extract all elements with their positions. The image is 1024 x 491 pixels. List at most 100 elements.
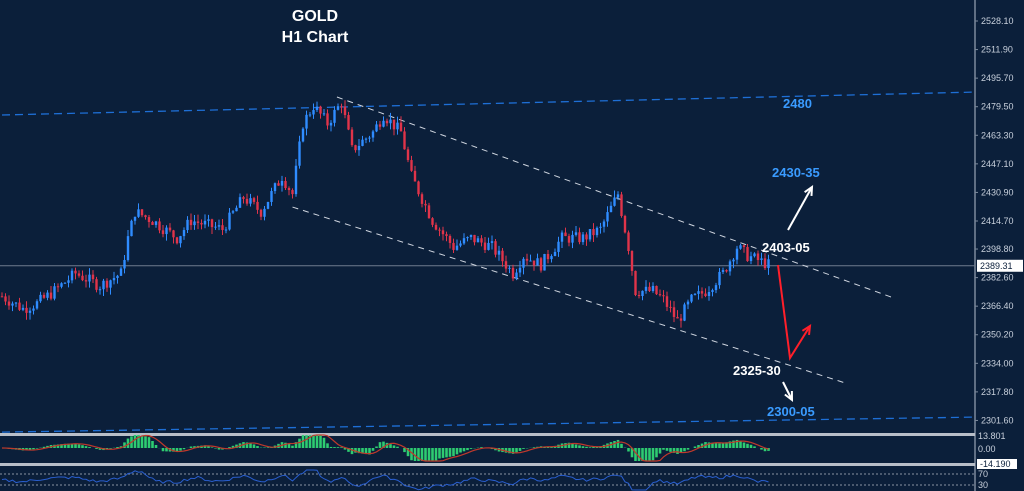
bearish-arrow	[782, 381, 793, 401]
candle-body	[739, 245, 742, 249]
candle-body	[249, 198, 252, 204]
candle-body	[305, 114, 308, 129]
candle-body	[193, 221, 196, 226]
current-price-box	[977, 259, 1023, 272]
candle-body	[732, 259, 735, 262]
candle-body	[406, 149, 410, 161]
candle-body	[39, 294, 42, 302]
bullish-arrow-head	[804, 184, 814, 197]
candle-body	[634, 270, 637, 295]
candle-body	[329, 122, 333, 126]
candle-body	[448, 235, 452, 243]
candle-body	[581, 234, 585, 243]
candle-body	[522, 258, 525, 268]
candle-body	[651, 285, 655, 291]
candle-body	[753, 253, 756, 257]
candle-body	[189, 219, 193, 226]
candle-body	[322, 113, 326, 115]
candle-body	[599, 226, 602, 228]
panel-separator	[0, 463, 975, 466]
candle-body	[438, 229, 441, 231]
macd-signal-line	[1, 434, 769, 462]
candle-body	[560, 232, 564, 242]
candle-body	[452, 242, 455, 250]
candle-body	[210, 219, 214, 228]
candle-body	[665, 296, 669, 307]
y-tick-label: 2414.70	[981, 216, 1014, 226]
candle-body	[735, 248, 739, 260]
candle-body	[203, 220, 207, 225]
candle-body	[214, 226, 217, 228]
candle-body	[95, 279, 98, 290]
y-tick-label: 2430.90	[981, 187, 1014, 197]
annotation-2300-05: 2300-05	[767, 404, 815, 419]
candle-body	[616, 194, 620, 198]
candle-body	[588, 229, 592, 240]
candle-body	[270, 191, 273, 202]
candle-body	[424, 203, 427, 206]
candle-body	[763, 258, 767, 269]
candle-body	[368, 137, 371, 139]
candle-body	[238, 197, 242, 208]
candle-body	[11, 303, 14, 306]
candle-body	[725, 270, 728, 272]
candle-body	[14, 302, 18, 304]
candle-body	[525, 258, 529, 261]
candle-body	[637, 294, 641, 297]
candle-body	[403, 131, 406, 150]
candle-body	[340, 106, 343, 108]
candle-body	[245, 198, 249, 204]
candle-body	[158, 221, 161, 231]
candle-body	[119, 268, 123, 276]
candle-body	[105, 280, 109, 288]
candle-body	[613, 197, 616, 206]
candle-body	[767, 259, 770, 269]
candle-body	[686, 301, 690, 305]
candle-body	[287, 188, 291, 191]
bullish-arrow	[787, 186, 813, 231]
candle-body	[49, 292, 53, 299]
candle-body	[179, 236, 182, 244]
candle-body	[28, 310, 32, 313]
candle-body	[298, 141, 301, 166]
candle-body	[56, 286, 60, 288]
candle-body	[494, 241, 497, 255]
candle-body	[312, 110, 315, 115]
candle-body	[466, 237, 469, 239]
channel-lower-line	[292, 206, 846, 384]
candle-body	[32, 308, 35, 311]
candle-body	[144, 215, 147, 218]
candle-body	[333, 109, 336, 123]
candle-body	[280, 180, 284, 186]
y-tick-label: 2382.60	[981, 273, 1014, 283]
candle-body	[151, 222, 154, 225]
y-tick-label: 2447.10	[981, 159, 1014, 169]
candle-body	[126, 236, 130, 260]
candle-body	[175, 237, 179, 244]
candle-body	[676, 316, 679, 319]
candle-body	[427, 205, 431, 219]
candle-body	[284, 180, 287, 189]
candle-body	[700, 291, 704, 294]
candle-body	[137, 209, 140, 217]
candle-body	[182, 230, 186, 237]
candle-body	[508, 267, 511, 269]
candle-body	[336, 106, 340, 110]
y-tick-label: 2334.00	[981, 358, 1014, 368]
candle-body	[623, 215, 627, 233]
candle-body	[88, 274, 91, 282]
candle-body	[669, 306, 672, 308]
candle-body	[371, 131, 375, 138]
y-tick-label: 2350.20	[981, 330, 1014, 340]
annotation-2403-05: 2403-05	[762, 240, 810, 255]
candle-body	[81, 275, 84, 281]
candle-body	[641, 290, 644, 297]
candle-body	[319, 106, 322, 114]
candle-body	[326, 113, 329, 126]
candle-body	[693, 293, 697, 295]
candle-body	[364, 138, 368, 140]
y-tick-label: 2479.50	[981, 102, 1014, 112]
candle-body	[140, 209, 144, 216]
candle-body	[655, 285, 658, 295]
